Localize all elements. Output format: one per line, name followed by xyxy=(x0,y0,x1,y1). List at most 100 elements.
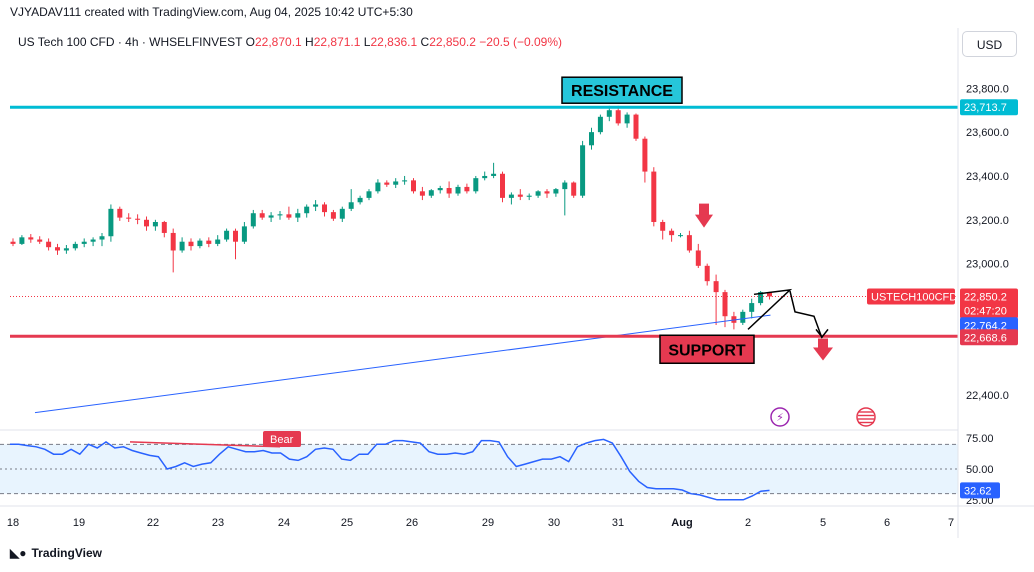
projection-path xyxy=(789,290,823,339)
support-price-tag-bg xyxy=(960,329,1018,346)
candle-body xyxy=(259,213,265,218)
candle-body xyxy=(767,292,772,297)
candle-body xyxy=(117,208,123,218)
x-tick-label: 31 xyxy=(612,517,624,529)
candle-body xyxy=(571,182,577,196)
candle-body xyxy=(517,194,523,197)
candle-body xyxy=(589,132,594,146)
us-flag-icon xyxy=(856,407,876,427)
candle-body xyxy=(224,230,230,240)
annotation-layer: RESISTANCE SUPPORT ⚡ xyxy=(10,76,958,427)
rsi-value-tag: 32.62 xyxy=(964,485,992,497)
candle-body xyxy=(464,186,470,192)
candle-body xyxy=(99,236,105,240)
candle-body xyxy=(339,208,345,219)
candle-body xyxy=(188,241,194,247)
candle-body xyxy=(704,265,710,282)
candle-body xyxy=(633,114,639,139)
x-tick-label: 30 xyxy=(548,517,560,529)
candle-body xyxy=(277,214,283,216)
candle-body xyxy=(63,248,69,251)
low-label: L xyxy=(363,35,371,49)
projection-arrowhead xyxy=(815,328,829,339)
x-tick-label: 6 xyxy=(884,517,890,529)
candle-body xyxy=(740,311,746,323)
bear-label: Bear xyxy=(270,434,294,446)
candle-body xyxy=(366,191,372,198)
candle-body xyxy=(428,190,434,196)
candle-body xyxy=(419,191,425,196)
x-tick-label: 7 xyxy=(948,517,954,529)
axis-layer: 23,800.0 23,600.0 23,400.0 23,200.0 23,000.0… xyxy=(0,28,1034,538)
candle-body xyxy=(526,195,532,197)
candle-body xyxy=(304,206,310,214)
tradingview-logo[interactable]: ◣● TradingView xyxy=(10,546,102,560)
candle-body xyxy=(473,178,479,192)
lightning-icon xyxy=(770,407,790,427)
candle-body xyxy=(482,175,488,179)
tradingview-logo-icon: ◣● xyxy=(10,546,27,560)
candle-body xyxy=(348,202,354,209)
candle-body xyxy=(135,218,141,220)
candle-body xyxy=(46,241,52,248)
lightning-glyph: ⚡ xyxy=(776,411,784,424)
candle-body xyxy=(624,114,630,124)
support-label: SUPPORT xyxy=(668,342,746,359)
candle-body xyxy=(597,116,603,133)
x-tick-label: 5 xyxy=(820,517,826,529)
bear-divergence-line xyxy=(129,441,281,448)
candle-body xyxy=(250,213,256,227)
candle-body xyxy=(695,250,701,266)
candle-body xyxy=(126,217,132,219)
rsi-panel: Bear xyxy=(0,431,958,501)
low-value: 22,836.1 xyxy=(370,35,418,49)
resistance-price-tag: 23,713.7 xyxy=(964,102,1007,114)
candle-body xyxy=(197,240,203,247)
y-tick-label: 22,400.0 xyxy=(966,390,1009,402)
candle-body xyxy=(375,182,381,192)
symbol-name[interactable]: US Tech 100 CFD · 4h · WHSELFINVEST xyxy=(18,35,243,49)
candle-body xyxy=(55,247,60,251)
candle-body xyxy=(37,239,43,242)
symbol-tag: USTECH100CFD xyxy=(871,291,957,303)
x-tick-label: 19 xyxy=(73,517,85,529)
high-label: H xyxy=(305,35,314,49)
open-label: O xyxy=(245,35,255,49)
candle-body xyxy=(19,237,25,244)
wedge-pattern xyxy=(747,288,793,330)
symbol-legend: US Tech 100 CFD · 4h · WHSELFINVEST O 22,… xyxy=(18,35,562,49)
y-tick-label: 23,000.0 xyxy=(966,259,1009,271)
y-tick-label: 23,600.0 xyxy=(966,127,1009,139)
candle-body xyxy=(313,204,319,207)
candle-body xyxy=(90,239,96,242)
down-arrow-shaft xyxy=(699,203,709,216)
candle-body xyxy=(491,173,497,176)
moving-average-line xyxy=(34,314,771,414)
candle-body xyxy=(384,182,390,185)
close-value: 22,850.2 xyxy=(429,35,476,49)
rsi-tick-label: 50.00 xyxy=(966,464,994,476)
x-tick-label: 18 xyxy=(7,517,19,529)
candle-body xyxy=(553,189,559,194)
candle-body xyxy=(28,237,34,240)
candle-body xyxy=(152,221,158,227)
candle-body xyxy=(393,181,399,185)
x-tick-label: 26 xyxy=(406,517,418,529)
candle-body xyxy=(562,182,568,190)
support-label-box xyxy=(659,334,755,365)
candle-body xyxy=(108,208,114,237)
rsi-line xyxy=(10,438,770,501)
candle-body xyxy=(144,219,149,227)
close-label: C xyxy=(420,35,430,49)
candle-body xyxy=(437,188,443,191)
candle-body xyxy=(10,241,16,244)
candle-body xyxy=(749,303,755,312)
candlestick-panel xyxy=(10,105,772,414)
currency-button[interactable]: USD xyxy=(962,31,1017,57)
candle-body xyxy=(206,240,212,244)
candle-body xyxy=(322,204,327,213)
y-tick-label: 23,200.0 xyxy=(966,215,1009,227)
candle-body xyxy=(508,194,514,198)
candle-body xyxy=(402,180,408,182)
